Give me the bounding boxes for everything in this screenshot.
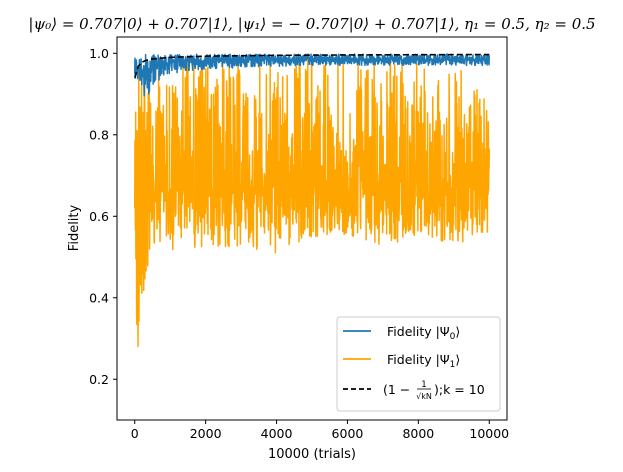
x-axis-ticks: 0 2000 4000 6000 8000 10000 [131, 420, 509, 441]
legend-box [336, 316, 501, 412]
legend-label-psi0: Fidelity |Ψ0⟩ [387, 324, 460, 342]
series-bound-line [133, 53, 490, 78]
plot-frame [116, 36, 508, 421]
legend-label-bound-post: );k = 10 [434, 382, 485, 397]
legend: Fidelity |Ψ0⟩ Fidelity |Ψ1⟩ (1 − 1 √kN )… [336, 316, 501, 412]
x-tick-label: 0 [131, 426, 139, 441]
y-axis-label: Fidelity [67, 204, 82, 251]
x-tick-label: 10000 [469, 426, 509, 441]
x-axis-label: 10000 (trials) [268, 447, 356, 462]
legend-label-bound-pre: (1 − [383, 382, 410, 397]
x-tick-label: 8000 [402, 426, 434, 441]
series-layer [133, 53, 491, 348]
y-tick-label: 0.6 [89, 209, 109, 224]
y-axis-ticks: 0.2 0.4 0.6 0.8 1.0 [89, 46, 117, 387]
y-tick-label: 1.0 [89, 46, 109, 61]
x-tick-label: 2000 [190, 426, 222, 441]
x-tick-label: 4000 [261, 426, 293, 441]
y-tick-label: 0.4 [89, 290, 109, 305]
legend-frac-num: 1 [421, 380, 426, 390]
x-tick-label: 6000 [332, 426, 364, 441]
y-tick-label: 0.8 [89, 127, 109, 142]
legend-frac-den: √kN [416, 392, 432, 401]
y-tick-label: 0.2 [89, 372, 109, 387]
legend-label-psi1: Fidelity |Ψ1⟩ [387, 352, 460, 370]
chart-title: |ψ₀⟩ = 0.707|0⟩ + 0.707|1⟩, |ψ₁⟩ = − 0.7… [28, 15, 595, 33]
